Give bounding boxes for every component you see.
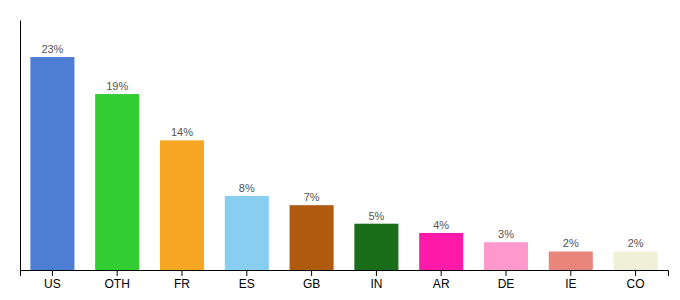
x-tick: AR <box>433 270 450 291</box>
bar <box>160 140 204 270</box>
x-tick-label: CO <box>627 277 645 291</box>
y-axis <box>20 21 21 271</box>
x-tick-mark <box>311 270 312 276</box>
bar <box>354 224 398 270</box>
x-tick: IN <box>370 270 382 291</box>
x-tick: FR <box>174 270 190 291</box>
data-labels: 23% 19% 14% 8% 7% 5% 4% 3% 2% 2% <box>41 43 643 249</box>
x-tick-mark <box>570 270 571 276</box>
bar <box>419 233 463 270</box>
x-tick-mark <box>52 270 53 276</box>
bar <box>290 205 334 270</box>
x-tick-label: OTH <box>105 277 130 291</box>
bar <box>30 57 74 270</box>
chart: US OTH FR ES GB IN AR DE IE CO 23% 19% 14% 8% 7% 5% 4% 3%… <box>0 0 680 300</box>
x-tick-label: GB <box>303 277 320 291</box>
x-tick: ES <box>239 270 255 291</box>
x-tick-label: IE <box>565 277 576 291</box>
x-tick-mark <box>376 270 377 276</box>
bar <box>549 251 593 270</box>
bar <box>225 196 269 270</box>
data-label: 3% <box>498 228 514 240</box>
bars <box>30 57 657 270</box>
x-tick: US <box>44 270 61 291</box>
x-axis: US OTH FR ES GB IN AR DE IE CO <box>21 270 669 291</box>
y-axis-line <box>20 21 21 271</box>
x-axis-line <box>21 271 669 277</box>
data-label: 7% <box>304 191 320 203</box>
bar <box>95 94 139 270</box>
bar <box>484 242 528 270</box>
data-label: 14% <box>171 126 193 138</box>
x-tick-mark <box>635 270 636 276</box>
x-tick-label: DE <box>498 277 515 291</box>
data-label: 2% <box>563 237 579 249</box>
x-tick-mark <box>441 270 442 276</box>
data-label: 2% <box>628 237 644 249</box>
bar <box>614 251 658 270</box>
x-tick-label: AR <box>433 277 450 291</box>
x-tick: CO <box>627 270 645 291</box>
x-tick: IE <box>565 270 576 291</box>
x-tick-mark <box>246 270 247 276</box>
data-label: 23% <box>41 43 63 55</box>
x-tick: DE <box>498 270 515 291</box>
x-tick: GB <box>303 270 320 291</box>
x-tick-mark <box>182 270 183 276</box>
x-tick-label: IN <box>370 277 382 291</box>
x-tick: OTH <box>105 270 130 291</box>
data-label: 8% <box>239 182 255 194</box>
x-tick-label: ES <box>239 277 255 291</box>
plot: US OTH FR ES GB IN AR DE IE CO 23% 19% 14% 8% 7% 5% 4% 3%… <box>21 21 669 291</box>
x-tick-label: US <box>44 277 61 291</box>
x-tick-mark <box>506 270 507 276</box>
data-label: 4% <box>433 219 449 231</box>
x-tick-mark <box>117 270 118 276</box>
data-label: 19% <box>106 80 128 92</box>
x-tick-label: FR <box>174 277 190 291</box>
data-label: 5% <box>368 210 384 222</box>
